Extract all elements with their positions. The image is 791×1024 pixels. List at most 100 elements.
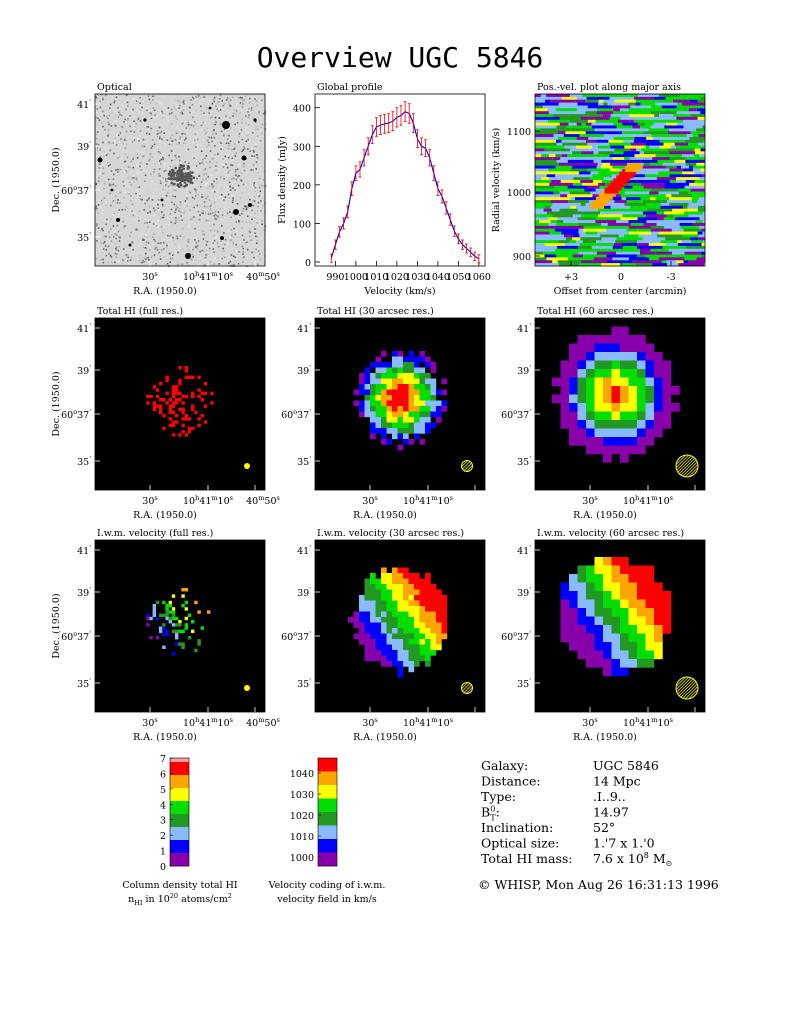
star-source xyxy=(116,218,120,222)
colorbar-tick-label: 2 xyxy=(160,831,166,842)
colorbar-tick-label: 3 xyxy=(160,816,166,827)
star-source xyxy=(97,157,103,163)
star-source xyxy=(128,243,132,247)
dec-tick-label: 60o37' xyxy=(281,408,311,421)
x-tick-label: 1050 xyxy=(446,272,470,283)
colorbar-band xyxy=(170,814,189,828)
pv-emission xyxy=(590,203,604,209)
ra-tick-label: 10h41m10s xyxy=(623,716,673,729)
info-value: 14 Mpc xyxy=(593,774,641,789)
star-source xyxy=(233,209,239,215)
star-source xyxy=(248,203,252,207)
pv-emission xyxy=(601,190,616,197)
colorbar-tick-label: 0 xyxy=(160,862,166,873)
x-tick-label: -3 xyxy=(666,272,675,283)
beam-marker xyxy=(244,685,250,691)
credit-line: © WHISP, Mon Aug 26 16:31:13 1996 xyxy=(478,877,719,892)
ra-tick-label: 30s xyxy=(582,494,597,507)
star-source xyxy=(185,253,191,259)
y-axis-title: Radial velocity (km/s) xyxy=(491,128,502,232)
pv-panel: Pos.-vel. plot along major axis 1100 1000 9… xyxy=(491,82,706,297)
panel-title: Total HI (60 arcsec res.) xyxy=(537,306,654,317)
colorbar-band xyxy=(318,839,337,853)
x-tick-label: 0 xyxy=(618,272,624,283)
colorbar-tick-label: 1020 xyxy=(290,811,314,822)
dec-tick-label: 41' xyxy=(297,544,311,557)
pv-emission xyxy=(595,196,610,203)
dec-tick-label: 60o37' xyxy=(281,630,311,643)
colorbar-caption: Velocity coding of i.w.m. xyxy=(268,880,386,891)
dec-axis-title: Dec. (1950.0) xyxy=(51,371,62,436)
colorbar-caption: Column density total HI xyxy=(122,880,238,891)
star-source xyxy=(110,188,114,192)
dec-tick-label: 60o37' xyxy=(61,408,91,421)
dec-axis-title: Dec. (1950.0) xyxy=(51,147,62,212)
y-tick-label: 400 xyxy=(293,104,311,115)
colorbar-tick-label: 1030 xyxy=(290,790,314,801)
pv-emission xyxy=(604,187,619,194)
beam-marker xyxy=(675,676,699,700)
star-source xyxy=(220,236,224,240)
ra-tick-label: 10h41m10s xyxy=(403,716,453,729)
x-tick-label: +3 xyxy=(564,272,578,283)
pv-emission xyxy=(625,166,640,173)
ra-tick-label: 30s xyxy=(362,716,377,729)
ra-tick-label: 10h41m10s xyxy=(183,716,233,729)
ra-tick-label: 30s xyxy=(362,494,377,507)
ra-tick-label: 40m50s xyxy=(246,494,280,507)
optical-panel: Optical 41' 39' 60o37' 35' Dec. (1950.0) 30s 10… xyxy=(51,82,280,297)
vel-30-panel: I.w.m. velocity (30 arcsec res.) 41' 39' 60… xyxy=(281,528,486,743)
ra-tick-label: 30s xyxy=(142,270,157,283)
dec-tick-label: 60o37' xyxy=(61,630,91,643)
beam-marker xyxy=(461,682,473,694)
colorbar-tick-label: 4 xyxy=(160,800,166,811)
x-tick-label: 1060 xyxy=(467,272,491,283)
pv-emission xyxy=(622,169,637,176)
panel-title: I.w.m. velocity (full res.) xyxy=(97,528,213,539)
dec-tick-label: 39' xyxy=(77,140,91,153)
colorbar-band xyxy=(170,775,189,789)
dec-tick-label: 41' xyxy=(517,544,531,557)
star-source xyxy=(208,106,212,110)
colorbar-tick-label: 1 xyxy=(160,847,166,858)
hi-30-panel: Total HI (30 arcsec res.) 41' 39' 60o37' 35'… xyxy=(281,306,486,521)
x-tick-label: 1010 xyxy=(364,272,388,283)
dec-tick-label: 41' xyxy=(77,322,91,335)
colorbar-tick-label: 7 xyxy=(160,754,166,765)
optical-noise xyxy=(95,94,267,268)
colorbar-band xyxy=(170,762,189,776)
ra-axis-title: R.A. (1950.0) xyxy=(353,732,417,743)
pv-emission xyxy=(613,178,628,185)
colorbar-band xyxy=(318,798,337,813)
panel-title: Optical xyxy=(97,82,132,93)
colorbar-tick-label: 1040 xyxy=(290,769,314,780)
dec-tick-label: 35' xyxy=(77,455,91,468)
vel-full-panel: I.w.m. velocity (full res.) 41' 39' 60o37' 3… xyxy=(51,528,280,743)
star-source xyxy=(253,118,257,122)
dec-tick-label: 39' xyxy=(77,586,91,599)
info-label: Type: xyxy=(481,789,516,804)
x-axis-title: Velocity (km/s) xyxy=(363,286,435,297)
ra-tick-label: 10h41m10s xyxy=(623,494,673,507)
info-label: Galaxy: xyxy=(481,758,528,773)
ra-axis-title: R.A. (1950.0) xyxy=(133,510,197,521)
dec-axis-title: Dec. (1950.0) xyxy=(51,593,62,658)
info-value: 7.6 x 108 M⊙ xyxy=(593,851,672,868)
ra-tick-label: 30s xyxy=(582,716,597,729)
y-tick-label: 100 xyxy=(293,219,311,230)
dec-tick-label: 60o37' xyxy=(61,184,91,197)
pv-emission xyxy=(628,163,642,169)
pv-emission xyxy=(616,175,631,182)
colorbar-tick-label: 1000 xyxy=(290,853,314,864)
beam-marker xyxy=(244,463,250,469)
info-label: Total HI mass: xyxy=(481,851,573,866)
dec-tick-label: 39' xyxy=(517,586,531,599)
info-label: Inclination: xyxy=(481,820,553,835)
ra-axis-title: R.A. (1950.0) xyxy=(353,510,417,521)
y-tick-label: 1100 xyxy=(507,127,531,138)
dec-tick-label: 35' xyxy=(517,677,531,690)
dec-tick-label: 60o37' xyxy=(501,630,531,643)
pv-emission xyxy=(607,184,622,191)
